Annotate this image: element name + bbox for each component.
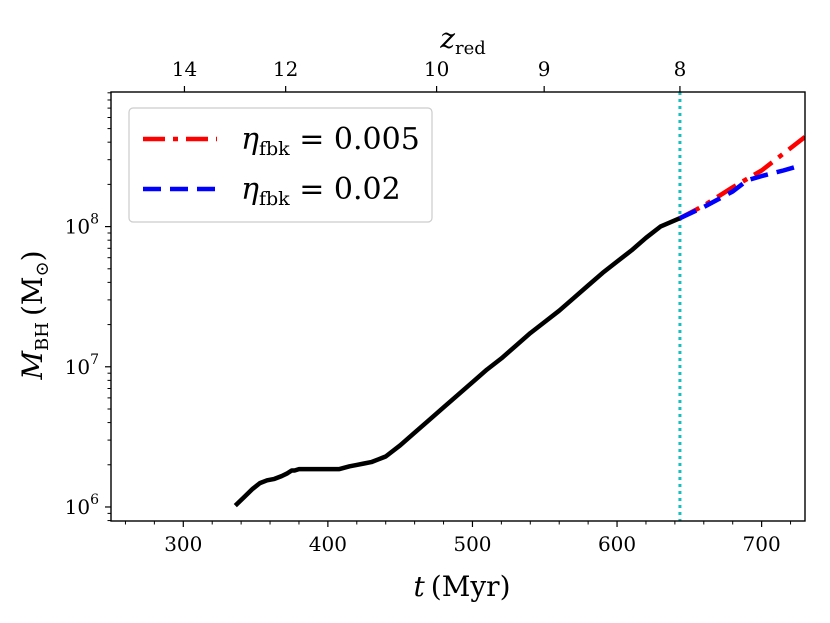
y-tick-exp-1: 7 bbox=[90, 352, 99, 368]
top-tick-label-4: 8 bbox=[674, 57, 687, 81]
x-tick-label-1: 400 bbox=[309, 532, 347, 556]
plot-frame bbox=[110, 91, 806, 522]
x-axis-title: t (Myr) bbox=[414, 570, 511, 603]
y-tick-exp-2: 8 bbox=[90, 212, 99, 228]
y-tick-label-0: 106 bbox=[65, 492, 99, 519]
y-axis-sub: BH bbox=[32, 322, 53, 351]
legend-label-1: ηfbk = 0.02 bbox=[241, 172, 401, 210]
legend-sub-0: fbk bbox=[259, 138, 290, 160]
x-tick-label-2: 500 bbox=[453, 532, 491, 556]
y-tick-base-1: 10 bbox=[65, 355, 90, 379]
legend-value-1: = 0.02 bbox=[290, 172, 401, 207]
y-axis-unit-open: (M bbox=[16, 276, 49, 316]
top-tick-label-0: 14 bbox=[172, 57, 197, 81]
top-tick-label-2: 10 bbox=[424, 57, 449, 81]
y-tick-base-0: 10 bbox=[65, 495, 90, 519]
y-tick-exp-0: 6 bbox=[90, 492, 99, 508]
legend-box bbox=[128, 107, 433, 223]
series-line-1 bbox=[678, 135, 805, 221]
y-tick-label-1: 107 bbox=[65, 352, 99, 379]
top-axis-sub: red bbox=[455, 38, 486, 59]
y-axis-symbol: M bbox=[16, 350, 49, 381]
x-tick-label-0: 300 bbox=[164, 532, 202, 556]
x-axis-unit: (Myr) bbox=[431, 570, 511, 603]
y-axis-unit-close: ) bbox=[16, 250, 49, 261]
y-axis-unit-sub: ⊙ bbox=[32, 261, 53, 276]
x-tick-label-3: 600 bbox=[598, 532, 636, 556]
series-line-0 bbox=[233, 216, 681, 508]
legend-symbol-1: η bbox=[241, 172, 259, 207]
y-tick-label-2: 108 bbox=[65, 212, 99, 239]
legend-label-0: ηfbk = 0.005 bbox=[241, 122, 420, 160]
legend-sub-1: fbk bbox=[259, 188, 290, 210]
y-axis-title: MBH (M⊙) bbox=[16, 250, 53, 380]
legend-value-0: = 0.005 bbox=[290, 122, 420, 157]
x-axis-symbol: t bbox=[414, 570, 426, 603]
axes-layer bbox=[110, 91, 806, 522]
x-tick-label-4: 700 bbox=[743, 532, 781, 556]
top-tick-label-3: 9 bbox=[538, 57, 551, 81]
legend-symbol-0: η bbox=[241, 122, 259, 157]
top-tick-label-1: 12 bbox=[273, 57, 298, 81]
y-tick-base-2: 10 bbox=[65, 215, 90, 239]
series-layer bbox=[233, 92, 805, 521]
top-axis-title: zred bbox=[439, 22, 486, 59]
top-axis-symbol: z bbox=[439, 22, 455, 55]
series-line-2 bbox=[678, 164, 799, 221]
